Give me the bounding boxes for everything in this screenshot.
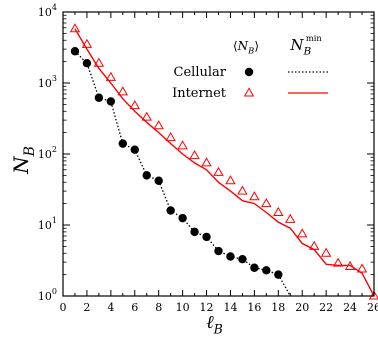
data-point-cellular bbox=[190, 227, 199, 237]
data-point-internet bbox=[225, 175, 236, 185]
x-tick-label: 16 bbox=[247, 301, 261, 314]
data-point-cellular bbox=[94, 93, 104, 102]
x-axis-label-sub: B bbox=[213, 321, 223, 336]
data-point-internet bbox=[356, 263, 368, 273]
y-tick-label: 101 bbox=[38, 216, 57, 232]
data-point-internet bbox=[261, 198, 272, 208]
x-tick-label: 10 bbox=[176, 301, 190, 314]
data-point-internet bbox=[201, 157, 212, 167]
data-point-cellular bbox=[226, 252, 235, 261]
y-tick-label: 104 bbox=[38, 3, 57, 19]
legend-header-min-sup: min bbox=[306, 33, 322, 43]
data-point-cellular bbox=[202, 232, 211, 242]
data-point-internet bbox=[81, 38, 93, 48]
data-point-internet bbox=[344, 260, 356, 271]
legend-header-mean-bracket: ⟨ bbox=[233, 39, 238, 53]
data-point-cellular bbox=[130, 145, 139, 154]
x-tick-label: 24 bbox=[343, 301, 357, 314]
data-point-internet bbox=[69, 23, 81, 33]
y-tick-exponent: 4 bbox=[52, 3, 57, 12]
y-tick-base: 10 bbox=[38, 148, 52, 161]
x-tick-label: 26 bbox=[367, 301, 378, 314]
x-axis-label: ℓB bbox=[206, 312, 223, 336]
x-tick-label: 0 bbox=[60, 301, 67, 314]
data-point-cellular bbox=[166, 206, 175, 215]
data-point-internet bbox=[189, 149, 200, 160]
data-point-internet bbox=[308, 240, 320, 250]
legend-header-min: NBmin bbox=[289, 33, 322, 58]
data-point-cellular bbox=[178, 213, 187, 223]
data-point-internet bbox=[93, 57, 105, 67]
data-point-cellular bbox=[274, 270, 283, 279]
data-point-cellular bbox=[82, 59, 92, 68]
axes: 0 2 4 6 8 10 12 14 16 18 20 22 24 26100101102103104ℓB… bbox=[9, 3, 378, 336]
x-tick-label: 2 bbox=[83, 301, 90, 314]
legend-label-internet: Internet bbox=[172, 86, 227, 101]
y-tick-exponent: 3 bbox=[52, 74, 57, 83]
x-axis-label-base: ℓ bbox=[206, 312, 214, 333]
y-tick-exponent: 1 bbox=[52, 216, 57, 225]
data-point-internet bbox=[141, 111, 152, 121]
x-tick-label: 20 bbox=[295, 301, 309, 314]
y-axis-label: NB bbox=[9, 146, 38, 175]
x-tick-label: 18 bbox=[271, 301, 285, 314]
legend-header-min-base: N bbox=[289, 36, 304, 54]
data-point-cellular bbox=[238, 254, 247, 264]
data-point-cellular bbox=[70, 47, 80, 56]
data-point-cellular bbox=[250, 263, 259, 272]
legend-marker-internet bbox=[243, 87, 255, 97]
data-point-cellular bbox=[154, 176, 163, 185]
data-point-internet bbox=[368, 290, 378, 300]
legend-label-cellular: Cellular bbox=[174, 65, 227, 80]
legend-header-min-sub: B bbox=[302, 46, 311, 58]
data-point-cellular bbox=[214, 246, 223, 256]
y-tick-base: 10 bbox=[38, 290, 52, 303]
data-point-cellular bbox=[106, 97, 116, 106]
y-tick-base: 10 bbox=[38, 219, 52, 232]
x-tick-label: 14 bbox=[223, 301, 237, 314]
legend-header-mean: ⟨NB⟩ bbox=[233, 39, 259, 56]
y-tick-label: 102 bbox=[38, 145, 57, 161]
y-axis-label-base: N bbox=[9, 155, 33, 175]
y-tick-base: 10 bbox=[38, 77, 52, 90]
data-point-cellular bbox=[262, 266, 271, 275]
data-point-cellular bbox=[142, 171, 151, 180]
legend-header-mean-bracket-close: ⟩ bbox=[254, 39, 259, 53]
legend-header-mean-sub: B bbox=[247, 46, 254, 56]
data-point-internet bbox=[285, 213, 296, 223]
y-tick-base: 10 bbox=[38, 6, 52, 19]
y-tick-label: 103 bbox=[38, 74, 57, 90]
y-tick-exponent: 2 bbox=[52, 145, 57, 154]
x-tick-label: 12 bbox=[200, 301, 214, 314]
data-point-internet bbox=[177, 140, 188, 150]
y-axis-label-sub: B bbox=[22, 146, 38, 157]
data-point-internet bbox=[105, 71, 117, 81]
data-point-internet bbox=[320, 247, 332, 257]
data-point-internet bbox=[249, 191, 260, 201]
y-tick-label: 100 bbox=[38, 287, 57, 303]
data-point-internet bbox=[213, 166, 224, 176]
legend-marker-cellular bbox=[244, 67, 254, 77]
data-point-internet bbox=[273, 206, 284, 216]
plot-area bbox=[69, 23, 378, 300]
x-tick-label: 6 bbox=[131, 301, 138, 314]
data-point-internet bbox=[117, 86, 129, 96]
data-point-internet bbox=[165, 132, 176, 142]
data-point-cellular bbox=[118, 139, 128, 148]
data-point-internet bbox=[153, 120, 164, 130]
data-point-internet bbox=[296, 228, 308, 238]
legend-header-mean-base: N bbox=[237, 39, 249, 53]
x-tick-label: 8 bbox=[155, 301, 162, 314]
data-point-internet bbox=[332, 257, 344, 267]
x-tick-label: 4 bbox=[107, 301, 114, 314]
data-point-internet bbox=[237, 185, 248, 195]
series-line-internet bbox=[74, 28, 374, 296]
x-tick-label: 22 bbox=[319, 301, 333, 314]
y-tick-exponent: 0 bbox=[52, 287, 57, 296]
data-point-internet bbox=[129, 100, 141, 110]
